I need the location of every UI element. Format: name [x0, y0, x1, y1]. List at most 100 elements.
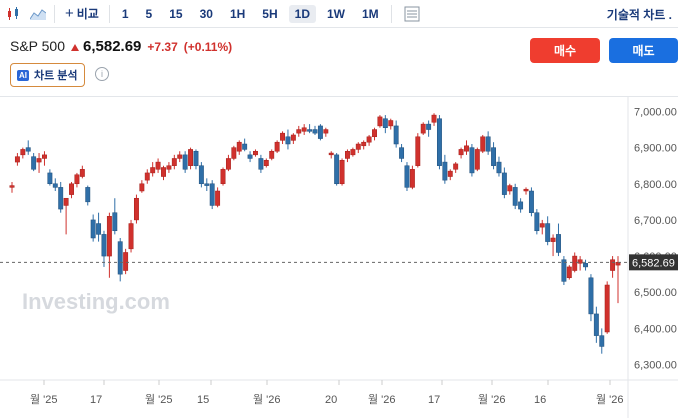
candle-body [372, 129, 377, 138]
candle [485, 131, 491, 155]
x-tick-label: 월 '26 [368, 393, 396, 406]
candle [480, 134, 486, 154]
sell-button[interactable]: 매도 [609, 38, 678, 63]
candle [512, 183, 518, 210]
interval-button-1d[interactable]: 1D [288, 4, 316, 23]
candle [539, 219, 545, 235]
candle [491, 142, 497, 170]
indicator-icon[interactable] [402, 4, 422, 24]
candle [274, 140, 280, 154]
candle [263, 158, 269, 168]
candle [350, 147, 356, 157]
candle [231, 145, 237, 161]
candle-body [464, 145, 469, 152]
candle-body [85, 187, 91, 203]
candle [85, 185, 91, 206]
last-price: 6,582.69 [83, 38, 142, 55]
area-chart-icon[interactable] [28, 4, 48, 24]
interval-button-1[interactable]: 1 [121, 6, 129, 21]
candle [345, 149, 350, 163]
candle [409, 165, 415, 190]
candle [372, 127, 377, 141]
y-axis: 7,000.006,900.006,800.006,700.006,600.00… [634, 106, 677, 371]
candle [366, 134, 372, 146]
candle [69, 181, 74, 199]
candle-body [79, 169, 85, 177]
y-tick-label: 6,900.00 [634, 143, 677, 155]
candle [577, 256, 583, 271]
candle [426, 120, 432, 137]
candle [453, 162, 459, 173]
info-icon[interactable]: i [95, 67, 109, 81]
candle-body [90, 219, 96, 239]
candle-body [501, 172, 507, 195]
interval-button-1w[interactable]: 1W [326, 6, 345, 21]
candle [528, 187, 534, 217]
last-price-box-bg [629, 254, 678, 271]
candle-body [177, 154, 183, 159]
candle-body [220, 169, 226, 185]
candle [242, 138, 248, 152]
candle-body [420, 123, 426, 134]
candle [296, 125, 302, 137]
candle [290, 133, 296, 144]
candle-body [415, 136, 421, 166]
candle [355, 142, 361, 154]
candlestick-chart[interactable]: Investing.com 7,000.00 6,900.00 6,800.00 6,… [0, 97, 678, 418]
candle-body [512, 187, 518, 206]
ai-chart-analysis-button[interactable]: AI 차트 분석 [10, 63, 85, 87]
candle-body [566, 266, 572, 279]
candle-body [171, 158, 177, 166]
interval-button-5h[interactable]: 5H [262, 6, 278, 21]
candle [9, 181, 15, 193]
compare-button[interactable]: + 비교 [61, 5, 103, 22]
candle-body [491, 147, 497, 166]
interval-button-5[interactable]: 5 [145, 6, 153, 21]
interval-button-30[interactable]: 30 [199, 6, 213, 21]
candle-body [539, 223, 545, 228]
candle-body [20, 149, 26, 156]
technical-chart-link[interactable]: 기술적 차트 . [606, 8, 672, 22]
candle-body [409, 169, 415, 188]
interval-button-15[interactable]: 15 [169, 6, 183, 21]
candle [112, 198, 118, 235]
candle-body [496, 161, 502, 174]
candle [507, 183, 513, 195]
chart-toolbar: + 비교 1 5 15 30 1H 5H 1D 1W 1M 기술적 차트 . [0, 0, 678, 28]
candle [150, 162, 156, 177]
candle-body [155, 161, 161, 170]
candle-body [588, 277, 594, 315]
candle [236, 140, 242, 155]
candle [566, 265, 572, 280]
candle [20, 147, 26, 159]
candle [312, 125, 318, 135]
x-tick-label: 20 [325, 394, 337, 406]
candle-body [31, 156, 37, 170]
candle [280, 131, 285, 144]
y-tick-label: 7,000.00 [634, 106, 677, 118]
candle-body [528, 190, 534, 213]
candle-body [52, 183, 58, 188]
candle-body [469, 147, 475, 174]
candle [550, 234, 556, 257]
interval-button-1h[interactable]: 1H [229, 6, 246, 21]
candle [133, 194, 139, 224]
candle [317, 124, 323, 141]
candle [79, 165, 85, 179]
candle [518, 198, 524, 213]
candle-body [312, 129, 318, 134]
candle [36, 153, 42, 173]
candle-body [485, 136, 491, 152]
candle-body [150, 167, 156, 174]
candle-body [112, 212, 118, 232]
candle [42, 151, 47, 166]
candle-body [431, 114, 437, 123]
candle-body [280, 132, 285, 141]
interval-button-1m[interactable]: 1M [361, 6, 379, 21]
buy-button[interactable]: 매수 [530, 38, 600, 63]
candle-body [458, 149, 464, 156]
candle-body [317, 125, 323, 139]
candle-body [14, 156, 20, 163]
candlestick-icon[interactable] [4, 4, 24, 24]
candle [583, 259, 588, 271]
